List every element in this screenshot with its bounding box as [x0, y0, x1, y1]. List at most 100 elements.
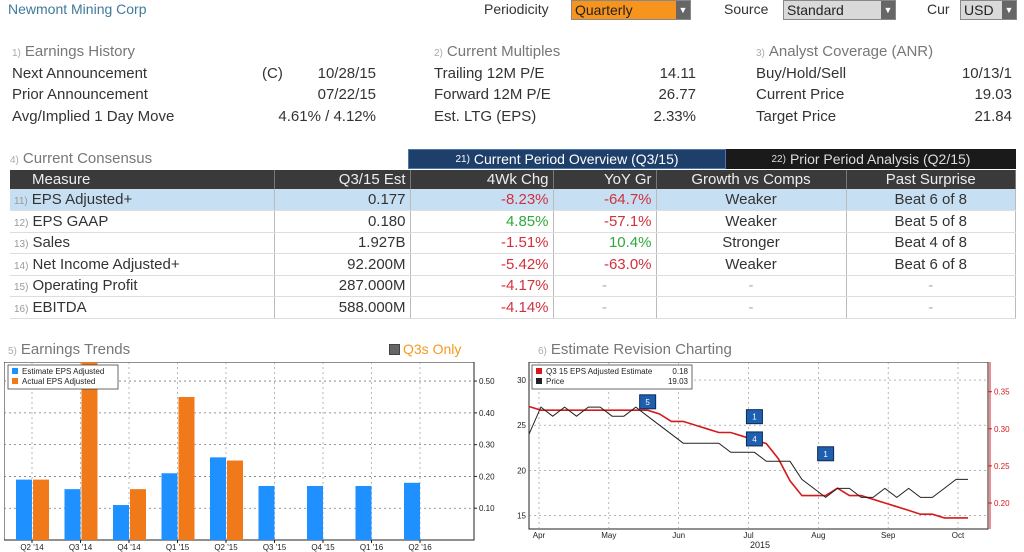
- info-value: 2.33%: [653, 108, 696, 125]
- currency-dropdown[interactable]: USD ▼: [960, 0, 1017, 20]
- left-tick-label: 30: [517, 376, 526, 385]
- x-tick-label: Q1 '16: [360, 543, 384, 552]
- x-tick-label: Q3 '14: [69, 543, 93, 552]
- row-number: 16): [14, 303, 29, 315]
- table-row[interactable]: 11) EPS Adjusted+ 0.177 -8.23% -64.7% Wea…: [10, 189, 1016, 211]
- marker-label: 1: [752, 413, 757, 422]
- estimate-bar[interactable]: [307, 485, 323, 540]
- current-consensus-header[interactable]: 4) Current Consensus: [10, 150, 152, 167]
- 4wk-chg-cell: -4.17%: [410, 275, 554, 297]
- y-tick-label: 0.40: [479, 409, 495, 418]
- estimate-bar[interactable]: [404, 482, 420, 540]
- table-row[interactable]: 15) Operating Profit 287.000M -4.17% - - …: [10, 275, 1016, 297]
- earnings-trends-header[interactable]: 5) Earnings Trends: [8, 341, 130, 358]
- info-value: 19.03: [974, 86, 1012, 103]
- tab-prior-period-analysis[interactable]: 22) Prior Period Analysis (Q2/15): [726, 149, 1016, 169]
- x-year-label: 2015: [750, 540, 770, 550]
- left-tick-label: 15: [517, 511, 526, 520]
- surprise-cell: Beat 5 of 8: [846, 210, 1016, 233]
- table-row[interactable]: 13) Sales 1.927B -1.51% 10.4% Stronger Be…: [10, 232, 1016, 254]
- x-tick-label: Q1 '15: [166, 543, 190, 552]
- table-row[interactable]: 14) Net Income Adjusted+ 92.200M -5.42% -…: [10, 253, 1016, 276]
- info-value: 10/28/15: [317, 65, 376, 82]
- current-multiples-header[interactable]: 2) Current Multiples: [434, 43, 560, 60]
- y-axis-ticks: 0.10 0.20 0.30 0.40 0.50: [474, 377, 495, 513]
- chevron-down-icon[interactable]: ▼: [676, 1, 690, 19]
- row-number: 14): [14, 260, 29, 272]
- table-row[interactable]: 12) EPS GAAP 0.180 4.85% -57.1% Weaker Be…: [10, 210, 1016, 233]
- earnings-history-header[interactable]: 1) Earnings History: [12, 43, 135, 60]
- chevron-down-icon[interactable]: ▼: [1002, 1, 1016, 19]
- actual-bar[interactable]: [33, 479, 49, 540]
- column-header-past-surprise[interactable]: Past Surprise: [846, 170, 1016, 189]
- estimate-revision-header[interactable]: 6) Estimate Revision Charting: [538, 341, 732, 358]
- column-header-measure[interactable]: Measure: [10, 170, 275, 189]
- source-label: Source: [724, 1, 769, 17]
- info-row: Forward 12M P/E 26.77: [434, 86, 696, 106]
- estimate-bar[interactable]: [161, 473, 178, 540]
- surprise-cell: Beat 4 of 8: [846, 232, 1016, 254]
- analyst-coverage-header[interactable]: 3) Analyst Coverage (ANR): [756, 43, 933, 60]
- 4wk-chg-cell: -1.51%: [410, 232, 554, 254]
- measure-cell[interactable]: 14) Net Income Adjusted+: [10, 253, 275, 276]
- estimate-bar[interactable]: [113, 505, 129, 540]
- surprise-cell: -: [846, 275, 1016, 297]
- y-tick-label: 0.30: [479, 441, 495, 450]
- measure-cell[interactable]: 13) Sales: [10, 232, 275, 254]
- q3s-only-toggle[interactable]: Q3s Only: [389, 341, 461, 357]
- actual-bar[interactable]: [227, 460, 243, 540]
- right-tick-label: 0.20: [994, 499, 1010, 508]
- growth-cell: Weaker: [656, 189, 847, 211]
- surprise-cell: -: [846, 296, 1016, 319]
- column-header-growth-vs-comps[interactable]: Growth vs Comps: [656, 170, 847, 189]
- revision-marker[interactable]: 1: [817, 446, 835, 462]
- growth-cell: Stronger: [656, 232, 847, 254]
- y-tick-label: 0.50: [479, 377, 495, 386]
- column-header-estimate[interactable]: Q3/15 Est: [274, 170, 411, 189]
- tab-current-period-overview[interactable]: 21) Current Period Overview (Q3/15): [408, 149, 726, 169]
- row-number: 15): [14, 282, 29, 294]
- estimate-bar[interactable]: [16, 479, 32, 540]
- estimate-bar[interactable]: [355, 485, 372, 540]
- info-value: 26.77: [658, 86, 696, 103]
- estimate-bar[interactable]: [64, 489, 81, 540]
- yoy-gr-cell: -: [553, 296, 657, 319]
- growth-cell: Weaker: [656, 210, 847, 233]
- actual-bar[interactable]: [178, 396, 195, 540]
- revision-marker[interactable]: 1: [745, 409, 763, 425]
- legend-value-estimate: 0.18: [672, 367, 688, 376]
- source-dropdown[interactable]: Standard ▼: [783, 0, 896, 20]
- column-header-4wk-chg[interactable]: 4Wk Chg: [410, 170, 554, 189]
- checkbox-icon[interactable]: [389, 343, 400, 355]
- actual-bar[interactable]: [130, 489, 146, 540]
- info-row: Target Price 21.84: [756, 108, 1012, 128]
- info-row: Next Announcement (C) 10/28/15: [12, 65, 376, 85]
- info-label: Target Price: [756, 108, 837, 125]
- section-number: 6): [538, 346, 547, 357]
- table-row[interactable]: 16) EBITDA 588.000M -4.14% - - -: [10, 296, 1016, 319]
- yoy-gr-cell: -63.0%: [553, 253, 657, 276]
- x-tick-label: Aug: [811, 531, 825, 540]
- measure-cell[interactable]: 11) EPS Adjusted+: [10, 189, 275, 211]
- revision-marker[interactable]: 4: [745, 431, 763, 447]
- chevron-down-icon[interactable]: ▼: [881, 1, 895, 19]
- measure-cell[interactable]: 16) EBITDA: [10, 296, 275, 319]
- legend-swatch-estimate: [536, 368, 542, 374]
- legend-label-price: Price: [546, 377, 565, 386]
- section-title: Current Multiples: [446, 43, 561, 60]
- estimate-bar[interactable]: [210, 457, 226, 540]
- column-header-yoy-gr[interactable]: YoY Gr: [553, 170, 657, 189]
- revision-marker[interactable]: 5: [639, 394, 657, 410]
- legend-value-price: 19.03: [668, 377, 689, 386]
- growth-cell: -: [656, 296, 847, 319]
- price-line[interactable]: [528, 406, 968, 499]
- info-value: 14.11: [659, 65, 696, 82]
- measure-cell[interactable]: 15) Operating Profit: [10, 275, 275, 297]
- security-title[interactable]: Newmont Mining Corp: [8, 1, 147, 17]
- actual-bar[interactable]: [81, 362, 98, 540]
- measure-cell[interactable]: 12) EPS GAAP: [10, 210, 275, 233]
- estimate-bar[interactable]: [258, 485, 275, 540]
- periodicity-dropdown[interactable]: Quarterly ▼: [571, 0, 691, 20]
- marker-box: [745, 409, 763, 425]
- estimate-cell: 287.000M: [274, 275, 411, 297]
